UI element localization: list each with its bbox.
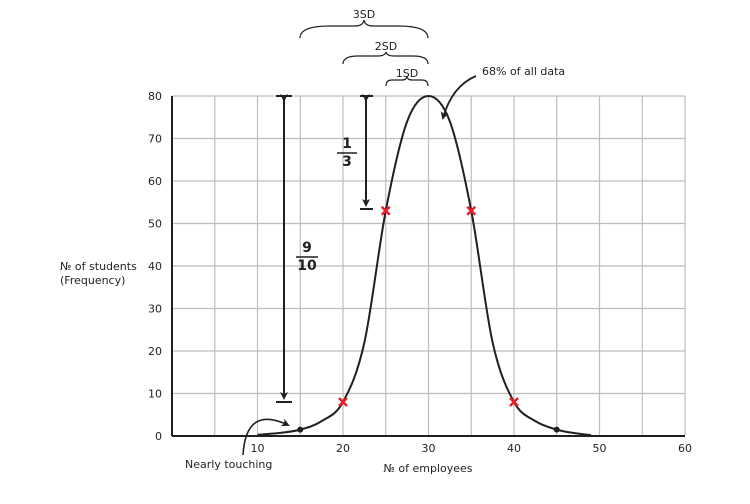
label-2sd: 2SD (375, 40, 397, 53)
x-tick-label: 20 (336, 442, 350, 455)
red-cross-marker (466, 205, 477, 216)
fraction-9-10-denominator: 10 (297, 258, 317, 274)
y-tick-label: 50 (148, 218, 162, 231)
x-tick-label: 30 (422, 442, 436, 455)
label-3sd: 3SD (353, 8, 375, 21)
x-tick-label: 60 (678, 442, 692, 455)
fraction-9-10-numerator: 9 (302, 240, 312, 256)
y-tick-label: 60 (148, 175, 162, 188)
one-third-arrow (360, 94, 373, 210)
y-tick-label: 0 (155, 430, 162, 443)
x-axis-label: № of employees (383, 462, 472, 475)
y-tick-label: 70 (148, 133, 162, 146)
y-axis-label-line2: (Frequency) (60, 274, 125, 287)
y-tick-label: 40 (148, 260, 162, 273)
tick-labels: 10 20 30 40 50 60 0 10 20 30 40 50 60 70 80 (148, 90, 692, 455)
bell-curve (257, 94, 592, 437)
sd-braces (299, 19, 429, 87)
red-cross-marker (509, 397, 519, 407)
brace-1sd (385, 75, 429, 87)
red-cross-marker (338, 397, 348, 407)
curve-dot (553, 426, 560, 433)
fraction-1-3-numerator: 1 (342, 136, 352, 152)
brace-2sd (342, 51, 429, 65)
fraction-1-3-denominator: 3 (342, 154, 352, 170)
label-nearly-touching: Nearly touching (185, 458, 272, 471)
markers (297, 205, 560, 433)
y-tick-label: 10 (148, 388, 162, 401)
x-tick-label: 50 (593, 442, 607, 455)
axes (171, 96, 685, 437)
arrow-nearly-touching (242, 418, 290, 456)
nine-tenths-arrow (276, 94, 292, 403)
label-1sd: 1SD (396, 67, 418, 80)
label-68-percent: 68% of all data (482, 65, 565, 78)
arrow-68-percent (440, 75, 477, 120)
brace-3sd (299, 19, 429, 39)
y-axis-label-line1: № of students (60, 260, 137, 273)
curve-dot (297, 426, 304, 433)
x-tick-label: 10 (251, 442, 265, 455)
red-cross-marker (380, 205, 391, 216)
y-tick-label: 80 (148, 90, 162, 103)
x-tick-label: 40 (507, 442, 521, 455)
y-tick-label: 20 (148, 345, 162, 358)
grid (172, 95, 686, 436)
y-tick-label: 30 (148, 303, 162, 316)
